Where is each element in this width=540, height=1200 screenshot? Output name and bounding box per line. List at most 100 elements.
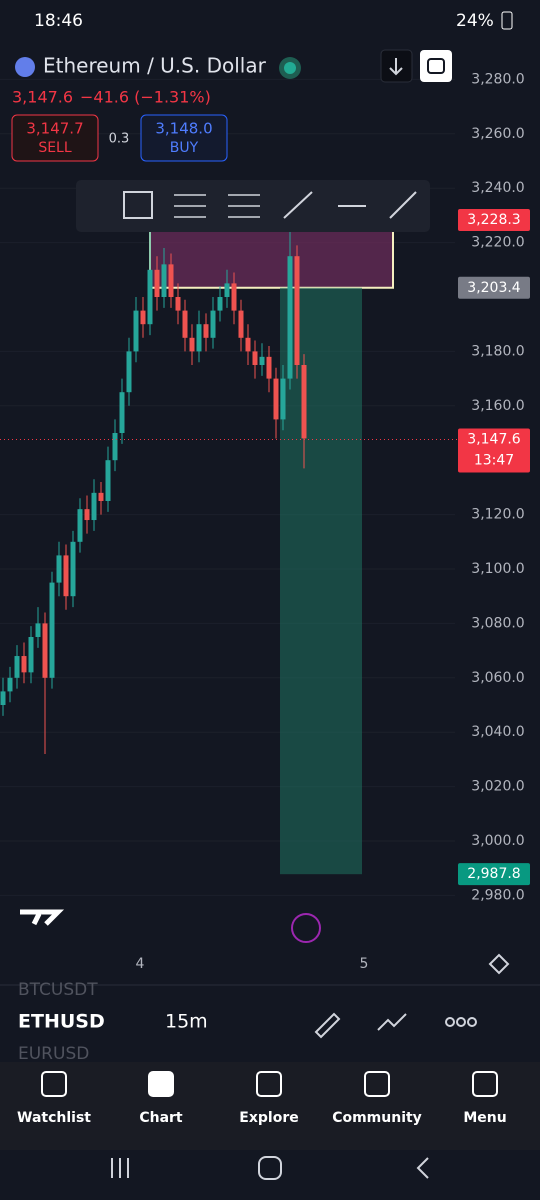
buy-button[interactable]	[140, 114, 228, 162]
candle-body	[294, 256, 300, 365]
y-tick-label: 3,080.0	[471, 615, 524, 631]
candle-body	[182, 310, 188, 338]
nav-icon[interactable]	[364, 1071, 390, 1097]
entry-tag	[458, 276, 530, 299]
replay-button[interactable]	[420, 50, 452, 82]
tool-fib[interactable]	[174, 194, 206, 218]
draw-icon[interactable]	[314, 1012, 341, 1039]
change: −41.6 (−1.31%)	[80, 88, 211, 107]
buy-price: 3,148.0	[155, 120, 212, 138]
stop-label: 3,228.3	[467, 212, 520, 228]
x-tick-label: 5	[360, 956, 369, 972]
y-tick-label: 3,220.0	[471, 235, 524, 251]
back-button[interactable]	[416, 1157, 429, 1179]
last-tag	[458, 428, 530, 473]
y-tick-label: 3,240.0	[471, 180, 524, 196]
y-tick-label: 3,260.0	[471, 126, 524, 142]
nav-icon[interactable]	[148, 1071, 174, 1097]
candle-body	[273, 378, 279, 420]
home-button[interactable]	[258, 1156, 282, 1180]
nav-label[interactable]: Community	[332, 1110, 422, 1126]
candle-body	[126, 351, 132, 393]
candle-body	[301, 365, 307, 439]
candle-body	[287, 256, 293, 379]
candle-body	[203, 324, 209, 338]
nav-label[interactable]: Watchlist	[17, 1110, 91, 1126]
y-tick-label: 3,120.0	[471, 507, 524, 523]
replay-icon	[427, 58, 445, 74]
candle-body	[63, 555, 69, 597]
candle-body	[245, 337, 251, 352]
candle-body	[259, 356, 265, 365]
buy-label: BUY	[170, 140, 199, 156]
candle-body	[161, 264, 167, 297]
candle-body	[133, 310, 139, 352]
nav-label[interactable]: Explore	[239, 1110, 298, 1126]
sell-label: SELL	[38, 140, 72, 156]
tool-trendline[interactable]	[283, 191, 313, 219]
nav-icon[interactable]	[41, 1071, 67, 1097]
assistant-icon[interactable]	[291, 913, 321, 943]
candle-body	[140, 310, 146, 325]
watch-item[interactable]: EURUSD	[18, 1044, 89, 1064]
target-zone	[280, 287, 362, 875]
watch-item[interactable]: BTCUSDT	[18, 980, 98, 1000]
candle-body	[28, 637, 34, 673]
download-icon	[389, 58, 403, 76]
nav-label[interactable]: Menu	[463, 1110, 506, 1126]
candle-body	[91, 492, 97, 521]
y-tick-label: 3,000.0	[471, 833, 524, 849]
settings-icon[interactable]	[488, 953, 510, 975]
battery-icon	[501, 11, 513, 30]
tv-logo	[20, 909, 65, 926]
candle-body	[168, 264, 174, 297]
recents-button[interactable]	[111, 1158, 129, 1178]
tool-pitchfork[interactable]	[228, 194, 260, 218]
y-tick-label: 3,020.0	[471, 779, 524, 795]
nav-icon[interactable]	[472, 1071, 498, 1097]
nav-icon[interactable]	[256, 1071, 282, 1097]
y-tick-label: 3,160.0	[471, 398, 524, 414]
nav-bar	[0, 1062, 540, 1150]
candle-body	[84, 509, 90, 521]
sell-button[interactable]	[11, 114, 99, 162]
indicator-icon[interactable]	[377, 1013, 407, 1031]
battery: 24%	[456, 11, 494, 31]
candle-body	[0, 691, 6, 705]
candle-body	[56, 555, 62, 583]
candle-body	[238, 310, 244, 338]
candle-body	[42, 623, 48, 678]
watch-item-active[interactable]: ETHUSD	[18, 1011, 105, 1033]
entry-label: 3,203.4	[467, 280, 521, 296]
tool-ray[interactable]	[389, 191, 417, 219]
candle-body	[217, 297, 223, 311]
target-label: 2,987.8	[467, 866, 520, 882]
symbol: Ethereum / U.S. Dollar	[43, 54, 267, 78]
nav: Watchlist Chart Explore Community Menu	[17, 1071, 507, 1126]
clock: 18:46	[34, 11, 83, 31]
candle-body	[119, 392, 125, 433]
candle-body	[224, 283, 230, 297]
candle-body	[70, 541, 76, 597]
candle-body	[231, 283, 237, 311]
candle-body	[147, 269, 153, 325]
candle-body	[49, 582, 55, 678]
candle-body	[266, 356, 272, 379]
more-icon[interactable]	[445, 1017, 477, 1027]
candle-body	[77, 509, 83, 542]
nav-label[interactable]: Chart	[139, 1110, 183, 1126]
countdown: 13:47	[474, 453, 514, 469]
eth-icon	[15, 57, 35, 77]
candle-body	[252, 351, 258, 365]
last-label: 3,147.6	[467, 432, 521, 448]
interval[interactable]: 15m	[165, 1011, 208, 1033]
candle-body	[196, 324, 202, 352]
system-bar	[0, 1150, 540, 1200]
candle-body	[7, 677, 13, 692]
chart: 3,280.0 3,260.0 3,240.0 3,220.0 3,180.0 3,160…	[0, 71, 530, 972]
tool-rect[interactable]	[123, 191, 153, 219]
drawing-toolbar	[76, 180, 430, 232]
candle-body	[14, 656, 20, 678]
candle-body	[210, 310, 216, 338]
spread: 0.3	[109, 132, 130, 147]
